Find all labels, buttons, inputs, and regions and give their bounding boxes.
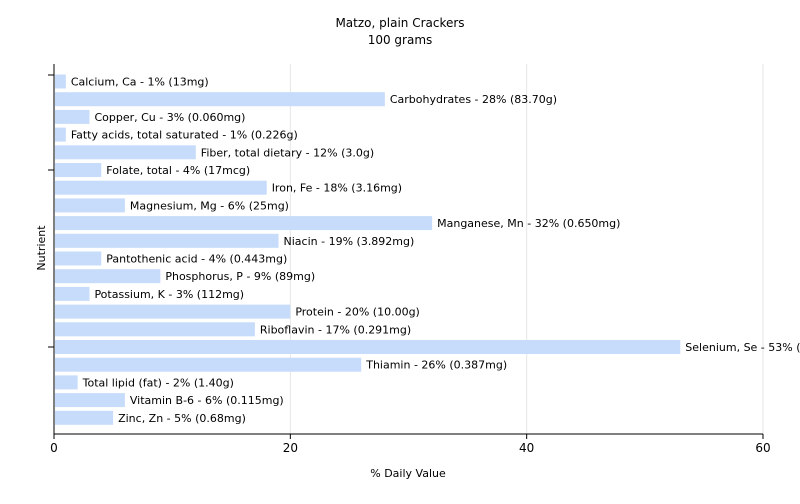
bar [55,340,681,354]
x-tick-label: 60 [755,441,770,455]
bar-label: Niacin - 19% (3.892mg) [284,235,415,248]
bar-label: Fiber, total dietary - 12% (3.0g) [201,146,374,159]
bar-label: Calcium, Ca - 1% (13mg) [71,76,209,89]
bar [55,269,161,284]
bar-labels: Calcium, Ca - 1% (13mg) Carbohydrates - 2… [71,76,800,425]
chart-title: Matzo, plain Crackers [335,16,464,30]
bar [55,127,66,142]
bar [55,198,125,213]
bar-label: Thiamin - 26% (0.387mg) [365,359,507,372]
bar [55,109,90,124]
bar [55,216,433,231]
bar [55,375,78,390]
bar [55,286,90,301]
bar [55,251,102,266]
bar-label: Protein - 20% (10.00g) [295,306,420,319]
bar-label: Carbohydrates - 28% (83.70g) [390,93,557,106]
x-tick-label: 40 [519,441,534,455]
bar [55,304,291,319]
bar [55,163,102,177]
x-tick-label: 0 [50,441,58,455]
bar-label: Vitamin B-6 - 6% (0.115mg) [130,394,284,407]
axes: 0 20 40 60 [48,64,771,455]
bars [55,74,681,425]
x-axis-label: % Daily Value [370,467,446,480]
bar-label: Copper, Cu - 3% (0.060mg) [94,111,245,124]
grid [289,64,764,434]
bar-label: Potassium, K - 3% (112mg) [94,288,244,301]
bar-label: Fatty acids, total saturated - 1% (0.226… [71,129,298,142]
bar-label: Zinc, Zn - 5% (0.68mg) [118,412,246,425]
bar [55,74,66,89]
bar [55,233,279,248]
bar [55,92,385,107]
bar [55,410,114,425]
bar-label: Total lipid (fat) - 2% (1.40g) [82,376,234,389]
bar [55,357,362,372]
bar-label: Magnesium, Mg - 6% (25mg) [130,199,289,212]
bar-label: Manganese, Mn - 32% (0.650mg) [437,217,620,230]
bar-label: Phosphorus, P - 9% (89mg) [165,270,315,283]
bar-label: Folate, total - 4% (17mcg) [106,164,250,177]
bar-label: Riboflavin - 17% (0.291mg) [260,323,411,336]
bar-label: Pantothenic acid - 4% (0.443mg) [106,253,287,266]
bar-label: Selenium, Se - 53% (36.9mcg) [685,341,800,354]
bar [55,145,196,160]
bar [55,393,125,408]
y-axis-label: Nutrient [35,225,48,271]
x-tick-label: 20 [283,441,298,455]
bar [55,180,267,195]
bar [55,322,255,337]
chart-subtitle: 100 grams [368,33,433,47]
bar-label: Iron, Fe - 18% (3.16mg) [272,182,402,195]
